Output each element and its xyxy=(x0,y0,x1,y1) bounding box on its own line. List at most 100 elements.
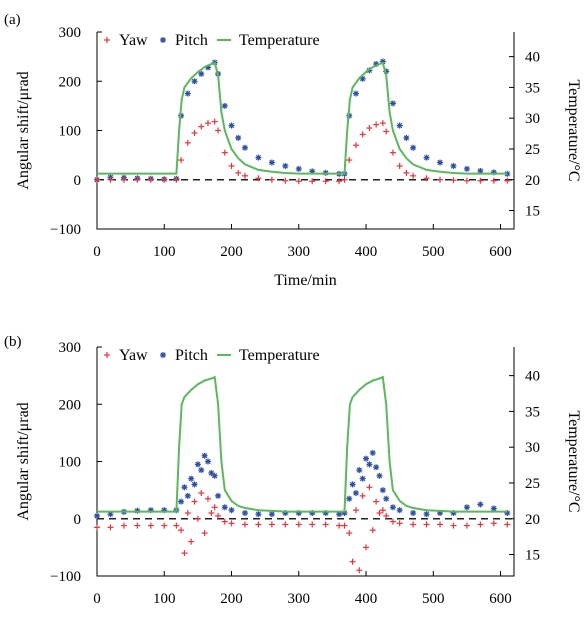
series-temperature xyxy=(97,375,508,513)
temperature-line xyxy=(97,375,508,513)
yaw-data-point xyxy=(221,518,228,525)
pitch-data-point xyxy=(379,487,386,494)
y2-tick-label: 30 xyxy=(525,440,540,456)
yaw-data-point xyxy=(191,498,198,505)
x-tick-label: 200 xyxy=(220,591,243,607)
pitch-data-point xyxy=(198,467,205,474)
yaw-data-point xyxy=(211,118,218,125)
yaw-data-point xyxy=(352,507,359,514)
pitch-data-point xyxy=(282,162,289,169)
pitch-data-point xyxy=(437,159,444,166)
pitch-data-point xyxy=(204,458,211,465)
yaw-data-point xyxy=(403,169,410,176)
yaw-data-point xyxy=(184,510,191,517)
yaw-data-point xyxy=(410,521,417,528)
pitch-data-point xyxy=(184,90,191,97)
yaw-data-point xyxy=(173,522,180,529)
x-tick-label: 0 xyxy=(93,244,101,260)
yaw-data-point xyxy=(363,544,370,551)
temperature-line xyxy=(97,61,508,175)
yaw-data-point xyxy=(295,178,302,185)
yaw-data-point xyxy=(184,139,191,146)
y2-tick-label: 20 xyxy=(525,512,540,528)
x-tick-label: 100 xyxy=(153,244,176,260)
yaw-data-point xyxy=(389,149,396,156)
yaw-data-point xyxy=(437,521,444,528)
yaw-data-point xyxy=(215,512,222,519)
yaw-data-point xyxy=(215,127,222,134)
x-tick-label: 300 xyxy=(288,591,311,607)
axes-frame xyxy=(96,347,515,577)
yaw-data-point xyxy=(309,521,316,528)
yaw-data-point xyxy=(379,120,386,127)
yaw-data-point xyxy=(147,522,154,529)
yaw-data-point xyxy=(188,538,195,545)
y2-tick-label: 30 xyxy=(525,111,540,127)
y-tick-label: −100 xyxy=(50,222,81,238)
pitch-data-point xyxy=(255,154,262,161)
yaw-data-point xyxy=(396,162,403,169)
axes-frame xyxy=(96,32,515,230)
yaw-data-point xyxy=(396,520,403,527)
pitch-data-point xyxy=(228,122,235,129)
y2-tick-label: 15 xyxy=(525,548,540,564)
pitch-data-point xyxy=(211,472,218,479)
pitch-data-point xyxy=(403,134,410,141)
pitch-data-point xyxy=(450,162,457,169)
y2-tick-label: 40 xyxy=(525,50,540,66)
yaw-data-point xyxy=(107,524,114,531)
yaw-data-point xyxy=(383,128,390,135)
yaw-data-point xyxy=(379,507,386,514)
yaw-data-point xyxy=(341,522,348,529)
yaw-data-point xyxy=(161,176,168,183)
pitch-data-point xyxy=(363,455,370,462)
pitch-data-point xyxy=(379,58,386,65)
legend-marker-pitch xyxy=(160,352,166,358)
yaw-data-point xyxy=(295,521,302,528)
yaw-data-point xyxy=(369,527,376,534)
series-yaw xyxy=(94,118,511,185)
pitch-data-point xyxy=(410,510,417,517)
yaw-data-point xyxy=(376,510,383,517)
x-tick-label: 600 xyxy=(489,244,512,260)
legend-label-yaw: Yaw xyxy=(119,347,148,364)
legend-marker-pitch xyxy=(160,37,166,43)
yaw-data-point xyxy=(410,172,417,179)
y2-tick-label: 40 xyxy=(525,369,540,385)
y2-tick-label: 25 xyxy=(525,142,540,158)
pitch-data-point xyxy=(184,492,191,499)
series-pitch xyxy=(94,449,511,519)
yaw-data-point xyxy=(181,550,188,557)
pitch-data-point xyxy=(373,464,380,471)
yaw-data-point xyxy=(268,176,275,183)
x-tick-label: 300 xyxy=(288,244,311,260)
pitch-data-point xyxy=(235,134,242,141)
series-pitch xyxy=(94,58,511,183)
yaw-data-point xyxy=(255,175,262,182)
yaw-data-point xyxy=(228,162,235,169)
x-tick-label: 500 xyxy=(422,591,445,607)
pitch-data-point xyxy=(241,510,248,517)
x-tick-label: 400 xyxy=(355,591,378,607)
yaw-data-point xyxy=(94,176,100,183)
legend-label-pitch: Pitch xyxy=(175,347,208,364)
yaw-data-point xyxy=(282,521,289,528)
yaw-data-point xyxy=(490,520,497,527)
yaw-data-point xyxy=(373,498,380,505)
x-tick-label: 500 xyxy=(422,244,445,260)
yaw-data-point xyxy=(450,522,457,529)
yaw-data-point xyxy=(477,177,484,184)
x-tick-label: 200 xyxy=(220,244,243,260)
y2-tick-label: 35 xyxy=(525,80,540,96)
yaw-data-point xyxy=(504,177,511,184)
pitch-data-point xyxy=(191,481,198,488)
yaw-data-point xyxy=(309,178,316,185)
yaw-data-point xyxy=(349,558,356,565)
yaw-data-point xyxy=(107,176,114,183)
x-tick-label: 0 xyxy=(93,591,101,607)
pitch-data-point xyxy=(423,511,430,518)
legend: Yaw Pitch Temperature xyxy=(104,32,320,49)
pitch-data-point xyxy=(477,501,484,508)
yaw-data-point xyxy=(389,518,396,525)
chart-panel-b: (b) 0 100 200 300 400 500 600 −100 0 100 200 300 15 20… xyxy=(4,334,582,607)
